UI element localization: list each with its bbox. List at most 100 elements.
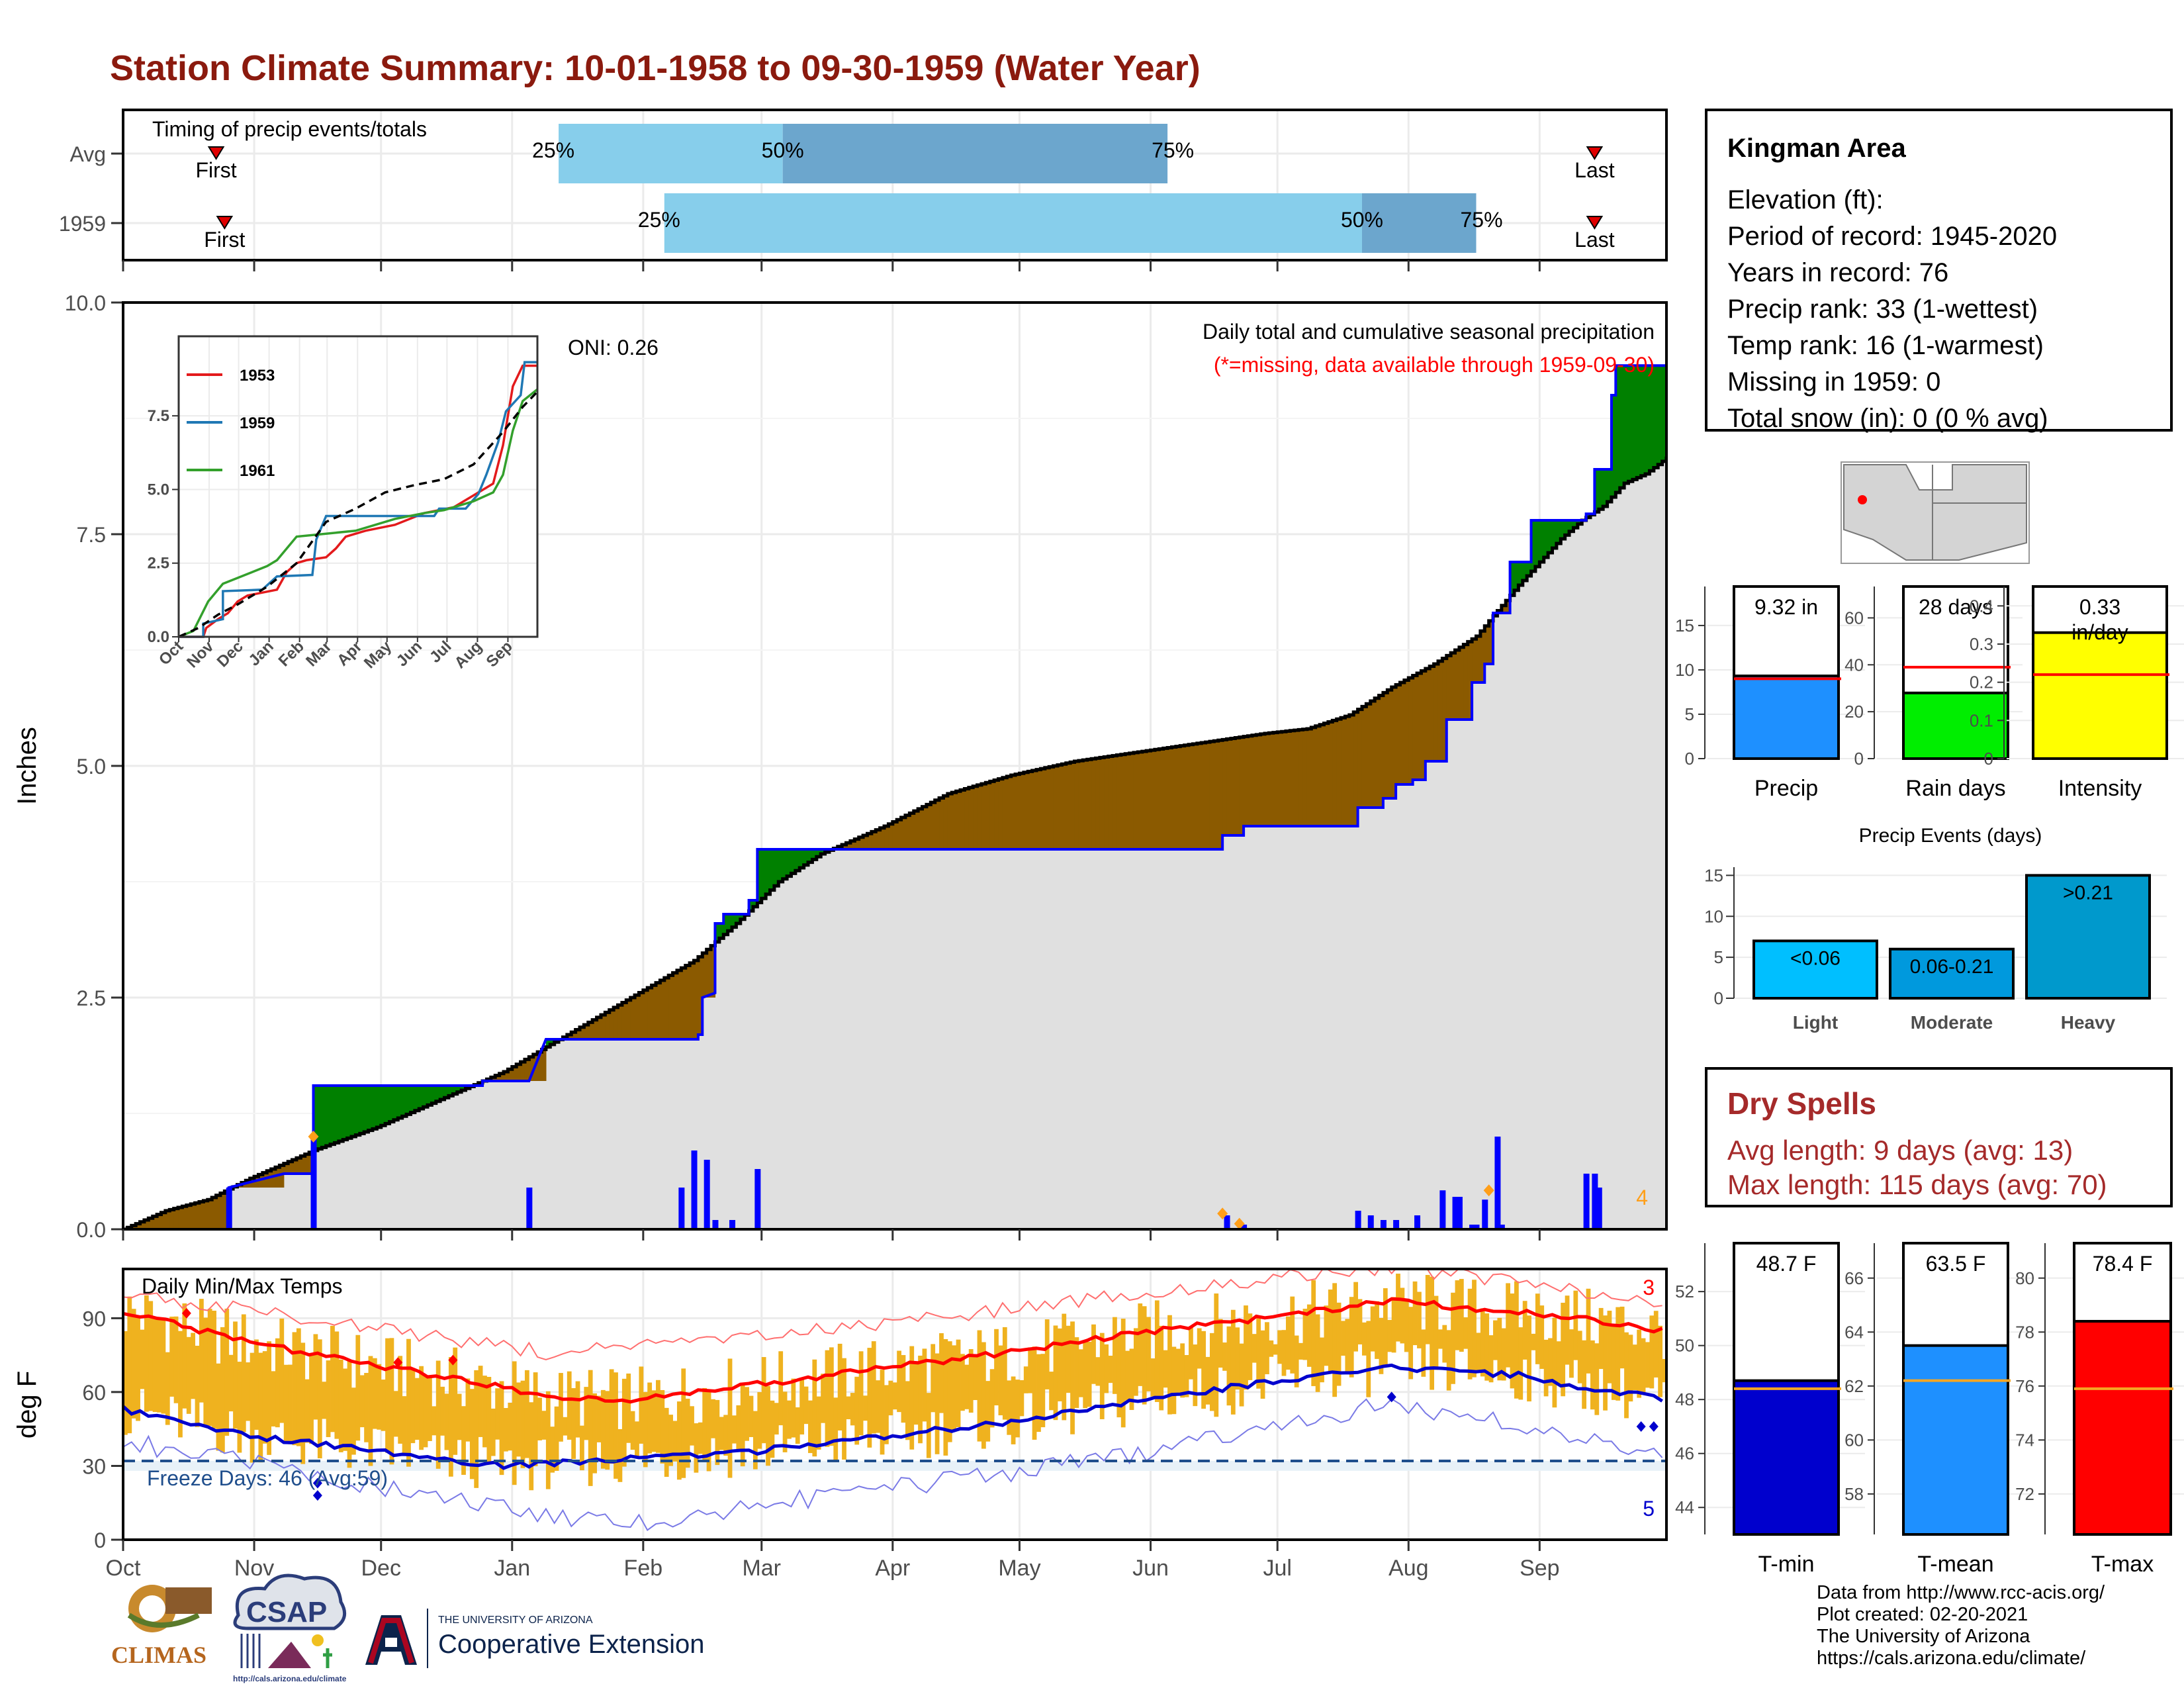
deficit-fill <box>846 843 851 849</box>
daily-temp-range <box>1049 1372 1054 1411</box>
daily-temp-range <box>1251 1334 1257 1363</box>
mean-tmin-line <box>123 1363 1663 1470</box>
surplus-fill <box>432 1086 437 1103</box>
daily-temp-range <box>968 1349 974 1413</box>
daily-temp-range <box>1615 1307 1621 1401</box>
daily-precip-bar <box>226 1188 232 1229</box>
daily-temp-range <box>770 1400 775 1458</box>
daily-temp-range <box>203 1317 208 1427</box>
daily-temp-range <box>499 1381 504 1476</box>
daily-temp-range <box>1159 1325 1164 1411</box>
deficit-fill <box>1235 737 1240 835</box>
daily-temp-range <box>1150 1358 1156 1397</box>
mini-chart-bar <box>1902 1344 2009 1536</box>
daily-temp-range <box>774 1403 779 1435</box>
daily-temp-range <box>233 1321 238 1429</box>
inset-legend-label: 1961 <box>240 462 275 480</box>
deficit-fill <box>1345 716 1350 826</box>
daily-temp-range <box>1412 1281 1418 1346</box>
daily-temp-range <box>668 1415 673 1466</box>
daily-temp-range <box>596 1395 602 1442</box>
surplus-fill <box>799 849 805 868</box>
daily-precip-bar <box>1583 1174 1590 1229</box>
deficit-fill <box>676 970 682 1039</box>
surplus-fill <box>732 914 737 927</box>
daily-temp-range <box>144 1295 149 1412</box>
daily-temp-range <box>1573 1290 1578 1360</box>
station-missing: Missing in 1959: 0 <box>1727 367 1941 397</box>
daily-temp-range <box>393 1391 398 1437</box>
daily-temp-range <box>799 1378 805 1435</box>
daily-temp-range <box>469 1389 475 1479</box>
surplus-fill <box>406 1086 412 1115</box>
daily-temp-range <box>1488 1335 1494 1383</box>
csap-wordmark: CSAP <box>246 1596 327 1628</box>
daily-temp-range <box>1628 1335 1633 1402</box>
daily-temp-range <box>1315 1314 1320 1392</box>
daily-temp-range <box>1265 1322 1269 1374</box>
deficit-fill <box>1290 730 1295 826</box>
deficit-fill <box>1205 742 1210 849</box>
deficit-fill <box>152 1216 158 1229</box>
deficit-fill <box>1446 655 1451 720</box>
daily-temp-range <box>1497 1317 1502 1381</box>
month-tick-label: Oct <box>106 1556 141 1581</box>
climas-logo: CLIMAS <box>111 1585 212 1668</box>
daily-temp-range <box>1433 1295 1439 1370</box>
daily-temp-range <box>639 1366 644 1444</box>
surplus-fill <box>444 1086 449 1098</box>
timing-row-label: 1959 <box>59 212 106 236</box>
mini-chart-y-tick-label: 74 <box>2015 1430 2034 1450</box>
daily-temp-range <box>998 1345 1003 1416</box>
daily-temp-range <box>956 1339 961 1428</box>
timing-label-50: 50% <box>762 138 804 162</box>
surplus-fill <box>1556 520 1561 543</box>
deficit-fill <box>1442 658 1447 761</box>
deficit-fill <box>1269 733 1274 826</box>
daily-temp-range <box>694 1423 699 1473</box>
deficit-fill <box>580 1027 585 1039</box>
surplus-fill <box>317 1086 322 1149</box>
mini-chart-y-tick-label: 76 <box>2015 1376 2034 1396</box>
station-elevation: Elevation (ft): <box>1727 185 1884 214</box>
precip-y-tick-label: 2.5 <box>77 986 106 1010</box>
surplus-fill <box>1619 365 1625 488</box>
month-tick-label: Apr <box>875 1556 910 1581</box>
daily-precip-bar <box>1393 1220 1400 1229</box>
dry-spells-max: Max length: 115 days (avg: 70) <box>1727 1169 2107 1200</box>
deficit-fill <box>1383 692 1388 798</box>
deficit-fill <box>1379 695 1384 808</box>
surplus-fill <box>338 1086 343 1141</box>
daily-temp-range <box>1379 1317 1384 1374</box>
daily-temp-range <box>664 1407 669 1477</box>
daily-temp-range <box>355 1335 361 1441</box>
surplus-fill <box>372 1086 377 1129</box>
daily-temp-range <box>508 1402 513 1451</box>
timing-first-label: First <box>195 158 236 182</box>
surplus-fill <box>347 1086 352 1139</box>
daily-temp-range <box>288 1364 293 1444</box>
surplus-fill <box>1624 365 1629 483</box>
daily-temp-range <box>537 1397 542 1440</box>
daily-temp-range <box>1175 1348 1181 1395</box>
deficit-fill <box>1062 764 1067 849</box>
inset-series-line <box>178 388 539 638</box>
daily-temp-range <box>918 1355 923 1444</box>
daily-temp-range <box>279 1318 285 1423</box>
daily-temp-range <box>812 1359 817 1457</box>
surplus-fill <box>787 849 792 876</box>
daily-temp-range <box>1256 1317 1261 1389</box>
precip-events-bar <box>1889 947 2015 1000</box>
daily-temp-range <box>300 1342 306 1464</box>
mini-chart-bar <box>2032 631 2168 761</box>
deficit-fill <box>1320 724 1325 826</box>
deficit-fill <box>1285 731 1291 826</box>
deficit-fill <box>1214 741 1219 849</box>
daily-precip-bar <box>1456 1197 1463 1229</box>
surplus-fill <box>1514 562 1519 590</box>
precip-event-marker <box>1234 1217 1245 1229</box>
daily-temp-range <box>905 1381 910 1440</box>
timing-first-marker <box>216 216 234 230</box>
deficit-fill <box>541 1049 547 1081</box>
deficit-fill <box>292 1160 297 1174</box>
